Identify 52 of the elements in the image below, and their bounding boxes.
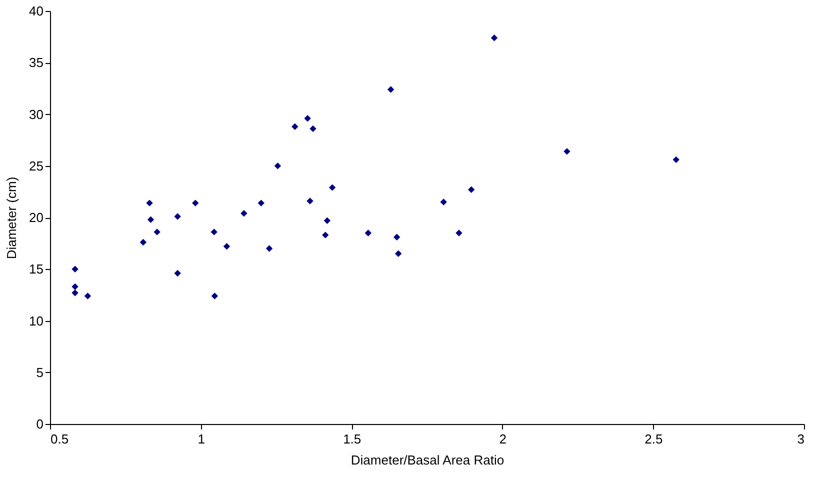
point [72, 266, 78, 272]
y-tick-label: 10 [29, 313, 44, 328]
point [154, 228, 160, 236]
point [468, 186, 475, 193]
y-tick-label: 25 [29, 158, 44, 174]
point [274, 162, 282, 170]
point [240, 210, 248, 217]
point [84, 292, 92, 300]
x-tick-label: 1.5 [343, 432, 362, 446]
point [304, 115, 311, 122]
y-tick-label: 40 [29, 4, 44, 18]
point [456, 230, 462, 236]
point [192, 200, 199, 206]
x-tick-label: 2 [499, 432, 507, 446]
point [672, 156, 680, 164]
point [174, 270, 181, 277]
y-axis-title: Diameter (cm) [4, 176, 20, 260]
point [174, 213, 181, 220]
y-tick-label: 20 [29, 210, 44, 225]
point [322, 232, 329, 238]
y-tick-label: 15 [29, 262, 44, 277]
point [564, 148, 570, 155]
point [394, 250, 402, 257]
y-tick-label: 30 [29, 106, 44, 122]
point [328, 184, 336, 191]
y-tick-label: 0 [36, 416, 44, 432]
x-axis-title: Diameter/Basal Area Ratio [350, 452, 504, 468]
point [292, 123, 298, 130]
point [211, 292, 218, 300]
y-tick-label: 35 [29, 55, 44, 70]
x-tick-label: 2.5 [644, 432, 663, 446]
point [72, 283, 78, 290]
point [324, 217, 331, 224]
point [387, 86, 394, 93]
point [440, 198, 447, 206]
point [146, 200, 153, 206]
x-tick-label: 3 [797, 432, 804, 446]
point [223, 243, 230, 250]
point [72, 290, 78, 296]
point [306, 198, 314, 204]
point [393, 234, 400, 240]
point [490, 34, 498, 42]
point [310, 125, 316, 132]
point [147, 216, 154, 223]
y-tick-label: 5 [36, 364, 44, 380]
point [258, 200, 264, 206]
point [140, 238, 147, 246]
x-tick-label: 1 [198, 432, 205, 446]
x-tick-label: 0.5 [50, 432, 69, 446]
point [266, 245, 273, 252]
point [210, 228, 218, 236]
point [364, 230, 372, 236]
